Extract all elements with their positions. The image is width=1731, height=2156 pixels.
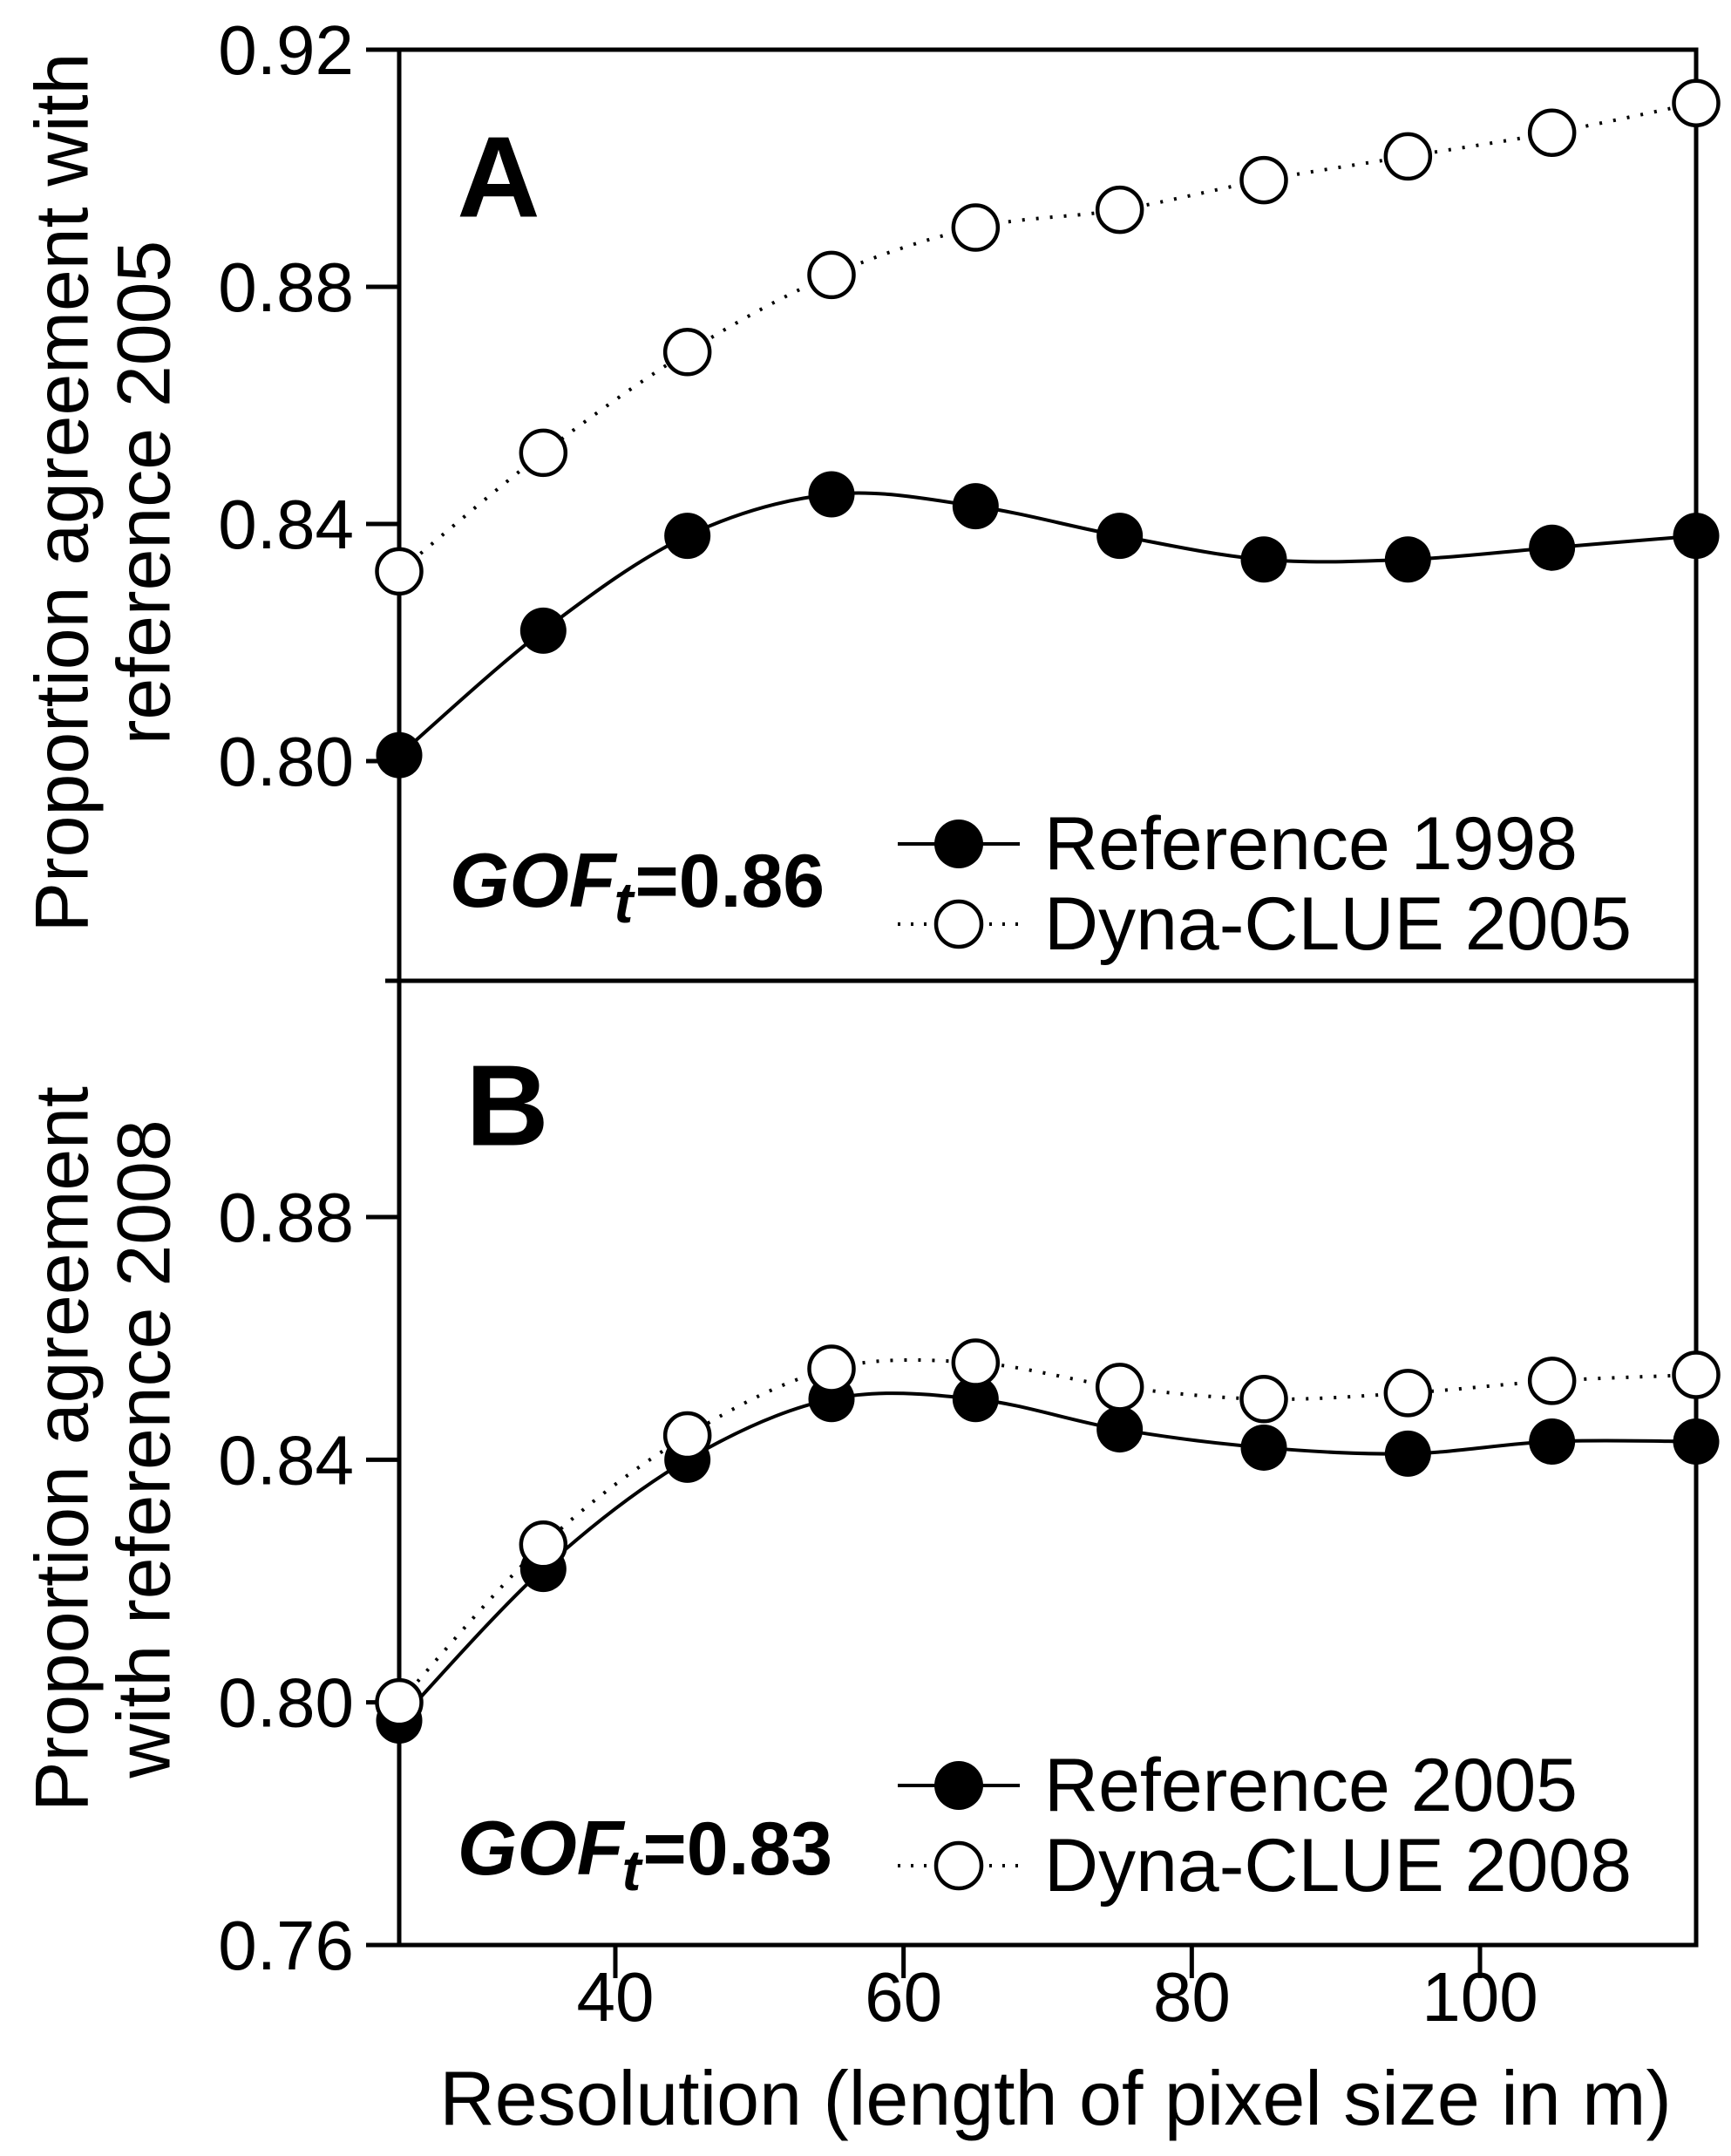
data-point-filled bbox=[952, 483, 999, 530]
data-point-open bbox=[1095, 1363, 1144, 1411]
series-line-reference-2005 bbox=[397, 1391, 1697, 1722]
y-tick-label: 0.88 bbox=[218, 248, 354, 326]
data-point-filled bbox=[1384, 1430, 1431, 1477]
gof-subscript: t bbox=[621, 1838, 641, 1902]
legend-open-circle bbox=[933, 1840, 984, 1891]
panel-a-ylabel-line1: Proportion agreement with bbox=[20, 52, 105, 933]
panel-a-ylabel-line2: reference 2005 bbox=[102, 240, 187, 745]
gof-value: =0.86 bbox=[635, 840, 825, 923]
open-circle-dotted-line-icon bbox=[898, 899, 1020, 949]
data-point-open bbox=[519, 1520, 568, 1569]
data-point-open bbox=[951, 203, 1001, 252]
data-point-filled bbox=[519, 607, 567, 654]
legend-filled-circle bbox=[934, 1761, 983, 1810]
y-tick-label: 0.92 bbox=[218, 11, 354, 89]
legend-row: Reference 1998 bbox=[898, 802, 1632, 886]
data-point-filled bbox=[1673, 513, 1720, 560]
gof-value: =0.83 bbox=[642, 1807, 833, 1891]
data-point-open bbox=[1095, 185, 1144, 235]
y-tick-label: 0.80 bbox=[218, 723, 354, 800]
x-tick-label: 40 bbox=[577, 1958, 655, 2036]
data-point-open bbox=[519, 428, 568, 478]
data-point-filled bbox=[1673, 1418, 1720, 1465]
legend-row: Dyna-CLUE 2005 bbox=[898, 882, 1632, 966]
legend-label: Reference 2005 bbox=[1044, 1743, 1578, 1827]
panel-b-letter: B bbox=[465, 1041, 549, 1170]
legend-filled-circle bbox=[934, 820, 983, 868]
data-point-open bbox=[375, 547, 424, 596]
series-line-dyna-clue-2005 bbox=[397, 101, 1697, 573]
data-point-filled bbox=[664, 513, 711, 560]
data-point-open bbox=[1239, 155, 1288, 205]
plot-frame bbox=[397, 47, 1699, 1948]
data-point-filled bbox=[808, 471, 855, 518]
data-point-open bbox=[1239, 1375, 1288, 1424]
x-tick-label: 100 bbox=[1422, 1958, 1538, 2036]
gof-subscript: t bbox=[614, 870, 634, 935]
data-point-open bbox=[662, 328, 712, 377]
data-point-filled bbox=[376, 731, 423, 779]
legend-label: Reference 1998 bbox=[1044, 801, 1578, 886]
panel-a-gof-annotation: GOFt=0.86 bbox=[449, 836, 825, 935]
data-point-open bbox=[1672, 78, 1721, 127]
open-circle-dotted-line-icon bbox=[898, 1840, 1020, 1891]
x-tick-label: 60 bbox=[865, 1958, 942, 2036]
filled-circle-solid-line-icon bbox=[898, 1761, 1020, 1810]
data-point-filled bbox=[1096, 1406, 1144, 1453]
data-point-filled bbox=[1096, 513, 1144, 560]
x-axis-title: Resolution (length of pixel size in m) bbox=[439, 2055, 1672, 2141]
data-point-open bbox=[951, 1338, 1001, 1387]
panel-a-letter: A bbox=[457, 112, 540, 241]
data-point-filled bbox=[1529, 524, 1576, 571]
x-tick-label: 80 bbox=[1153, 1958, 1231, 2036]
y-tick-label: 0.80 bbox=[218, 1664, 354, 1742]
legend-row: Reference 2005 bbox=[898, 1743, 1632, 1827]
panel-b-gof-annotation: GOFt=0.83 bbox=[457, 1804, 833, 1902]
gof-label: GOF bbox=[449, 837, 616, 923]
gof-label: GOF bbox=[457, 1805, 624, 1891]
data-point-open bbox=[807, 1344, 856, 1393]
panel-b-ylabel-line2: with reference 2008 bbox=[102, 1119, 187, 1779]
data-point-open bbox=[662, 1411, 712, 1460]
data-point-filled bbox=[1384, 536, 1431, 583]
legend-label: Dyna-CLUE 2005 bbox=[1044, 881, 1633, 966]
legend-open-circle bbox=[933, 899, 984, 949]
y-tick-label: 0.76 bbox=[218, 1907, 354, 1984]
data-point-filled bbox=[1529, 1418, 1576, 1465]
data-point-filled bbox=[1240, 536, 1287, 583]
data-point-filled bbox=[1240, 1424, 1287, 1471]
y-tick-label: 0.84 bbox=[218, 1421, 354, 1499]
panel-b-legend: Reference 2005 Dyna-CLUE 2008 bbox=[898, 1743, 1633, 1908]
data-point-open bbox=[1527, 108, 1577, 157]
panel-b-ylabel-line1: Proportion agreement bbox=[20, 1086, 105, 1812]
legend-label: Dyna-CLUE 2008 bbox=[1044, 1823, 1633, 1908]
data-point-open bbox=[1672, 1350, 1721, 1399]
data-point-filled bbox=[952, 1376, 999, 1423]
legend-row: Dyna-CLUE 2008 bbox=[898, 1823, 1633, 1908]
data-point-open bbox=[375, 1677, 424, 1727]
panel-a-legend: Reference 1998 Dyna-CLUE 2005 bbox=[898, 802, 1632, 966]
data-point-open bbox=[1527, 1357, 1577, 1405]
data-point-open bbox=[1383, 132, 1433, 181]
y-tick-label: 0.84 bbox=[218, 486, 354, 563]
y-tick-label: 0.88 bbox=[218, 1179, 354, 1256]
filled-circle-solid-line-icon bbox=[898, 820, 1020, 868]
series-line-reference-1998 bbox=[397, 491, 1697, 757]
data-point-open bbox=[807, 250, 856, 300]
data-point-open bbox=[1383, 1369, 1433, 1418]
